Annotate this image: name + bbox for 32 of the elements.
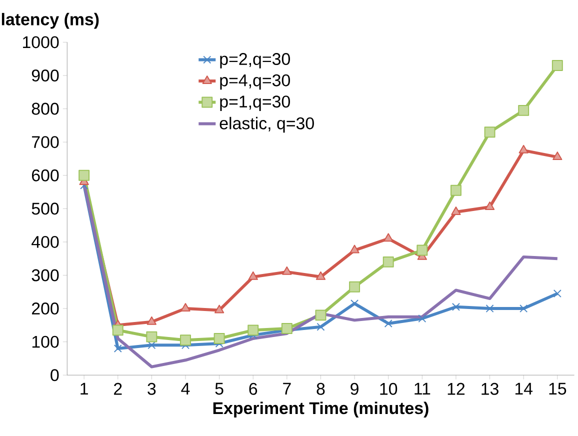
x-tick-label: 11 bbox=[414, 382, 430, 395]
y-axis-title: latency (ms) bbox=[2, 12, 99, 29]
y-tick-label: 700 bbox=[32, 136, 59, 148]
y-tick-label: 800 bbox=[32, 102, 59, 115]
x-tick-label: 15 bbox=[549, 382, 566, 395]
x-tick-label: 12 bbox=[448, 382, 465, 395]
y-tick-label: 600 bbox=[32, 169, 59, 182]
y-tick-label: 100 bbox=[32, 336, 59, 348]
x-tick-label: 8 bbox=[316, 382, 325, 395]
x-tick-label: 9 bbox=[350, 382, 358, 395]
x-tick-label: 6 bbox=[249, 382, 258, 395]
y-tick-label: 200 bbox=[32, 302, 59, 315]
x-tick-label: 7 bbox=[283, 382, 291, 395]
x-tick-label: 5 bbox=[215, 382, 224, 395]
y-tick-label: 500 bbox=[32, 202, 59, 215]
x-tick-label: 4 bbox=[181, 382, 190, 395]
y-tick-label: 0 bbox=[50, 369, 59, 382]
x-tick-label: 14 bbox=[515, 382, 533, 395]
legend-label: p=4,q=30 bbox=[220, 74, 290, 90]
legend-label: p=2,q=30 bbox=[220, 53, 290, 68]
y-tick-label: 1000 bbox=[23, 36, 59, 48]
x-tick-label: 10 bbox=[380, 382, 398, 395]
x-axis-title: Experiment Time (minutes) bbox=[213, 402, 428, 418]
legend-label: p=1,q=30 bbox=[220, 96, 290, 111]
x-tick-label: 3 bbox=[148, 382, 156, 395]
x-tick-label: 13 bbox=[482, 382, 498, 395]
y-tick-label: 300 bbox=[32, 269, 59, 282]
x-tick-label: 2 bbox=[114, 382, 122, 395]
y-tick-label: 900 bbox=[32, 69, 59, 82]
x-tick-label: 1 bbox=[80, 382, 88, 395]
y-tick-label: 400 bbox=[32, 236, 59, 248]
legend-label: elastic, q=30 bbox=[220, 116, 314, 133]
